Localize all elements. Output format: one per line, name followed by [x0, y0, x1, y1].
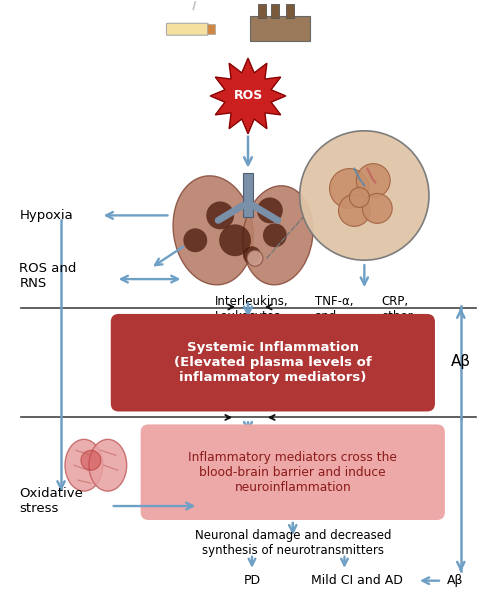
Circle shape [183, 229, 207, 252]
Text: TNF-α,: TNF-α, [315, 295, 353, 308]
Ellipse shape [89, 439, 127, 491]
Text: Mild CI and AD: Mild CI and AD [312, 574, 404, 587]
Circle shape [349, 188, 369, 208]
Circle shape [219, 224, 251, 256]
Bar [286, 4, 294, 19]
Text: other: other [381, 310, 413, 323]
Text: PD: PD [244, 574, 260, 587]
Text: ROS and
RNS: ROS and RNS [19, 262, 77, 290]
Circle shape [206, 202, 234, 229]
Circle shape [356, 164, 390, 197]
Text: Inflammatory mediators cross the
blood-brain barrier and induce
neuroinflammatio: Inflammatory mediators cross the blood-b… [188, 451, 397, 494]
FancyBboxPatch shape [166, 23, 208, 35]
Circle shape [362, 193, 392, 223]
Circle shape [243, 246, 261, 264]
Circle shape [330, 169, 369, 208]
Circle shape [81, 451, 101, 470]
Circle shape [247, 250, 263, 266]
Text: Aβ: Aβ [447, 574, 463, 587]
Text: Aβ: Aβ [451, 354, 471, 369]
Text: and: and [315, 310, 337, 323]
Text: ROS: ROS [234, 89, 262, 103]
FancyBboxPatch shape [141, 424, 445, 520]
Text: Oxidative
stress: Oxidative stress [19, 487, 83, 515]
Bar [271, 4, 279, 19]
Text: Systemic Inflammation
(Elevated plasma levels of
inflammatory mediators): Systemic Inflammation (Elevated plasma l… [174, 341, 372, 384]
Text: Leukocytes: Leukocytes [215, 310, 281, 323]
Text: CRP,: CRP, [381, 295, 409, 308]
Text: Interleukins,: Interleukins, [215, 295, 289, 308]
Circle shape [338, 194, 370, 226]
FancyBboxPatch shape [111, 314, 435, 412]
Circle shape [257, 197, 283, 223]
Polygon shape [250, 16, 310, 41]
FancyBboxPatch shape [207, 24, 215, 34]
Bar [258, 4, 266, 19]
Ellipse shape [243, 186, 313, 285]
Circle shape [300, 131, 429, 260]
Text: Hypoxia: Hypoxia [19, 209, 73, 222]
Circle shape [263, 223, 287, 247]
Text: Neuronal damage and decreased
synthesis of neurotransmitters: Neuronal damage and decreased synthesis … [194, 529, 391, 557]
Bar [243, 173, 253, 217]
Ellipse shape [173, 176, 253, 285]
Ellipse shape [65, 439, 103, 491]
Polygon shape [210, 58, 286, 134]
Text: inflammatory mediators: inflammatory mediators [215, 325, 358, 338]
